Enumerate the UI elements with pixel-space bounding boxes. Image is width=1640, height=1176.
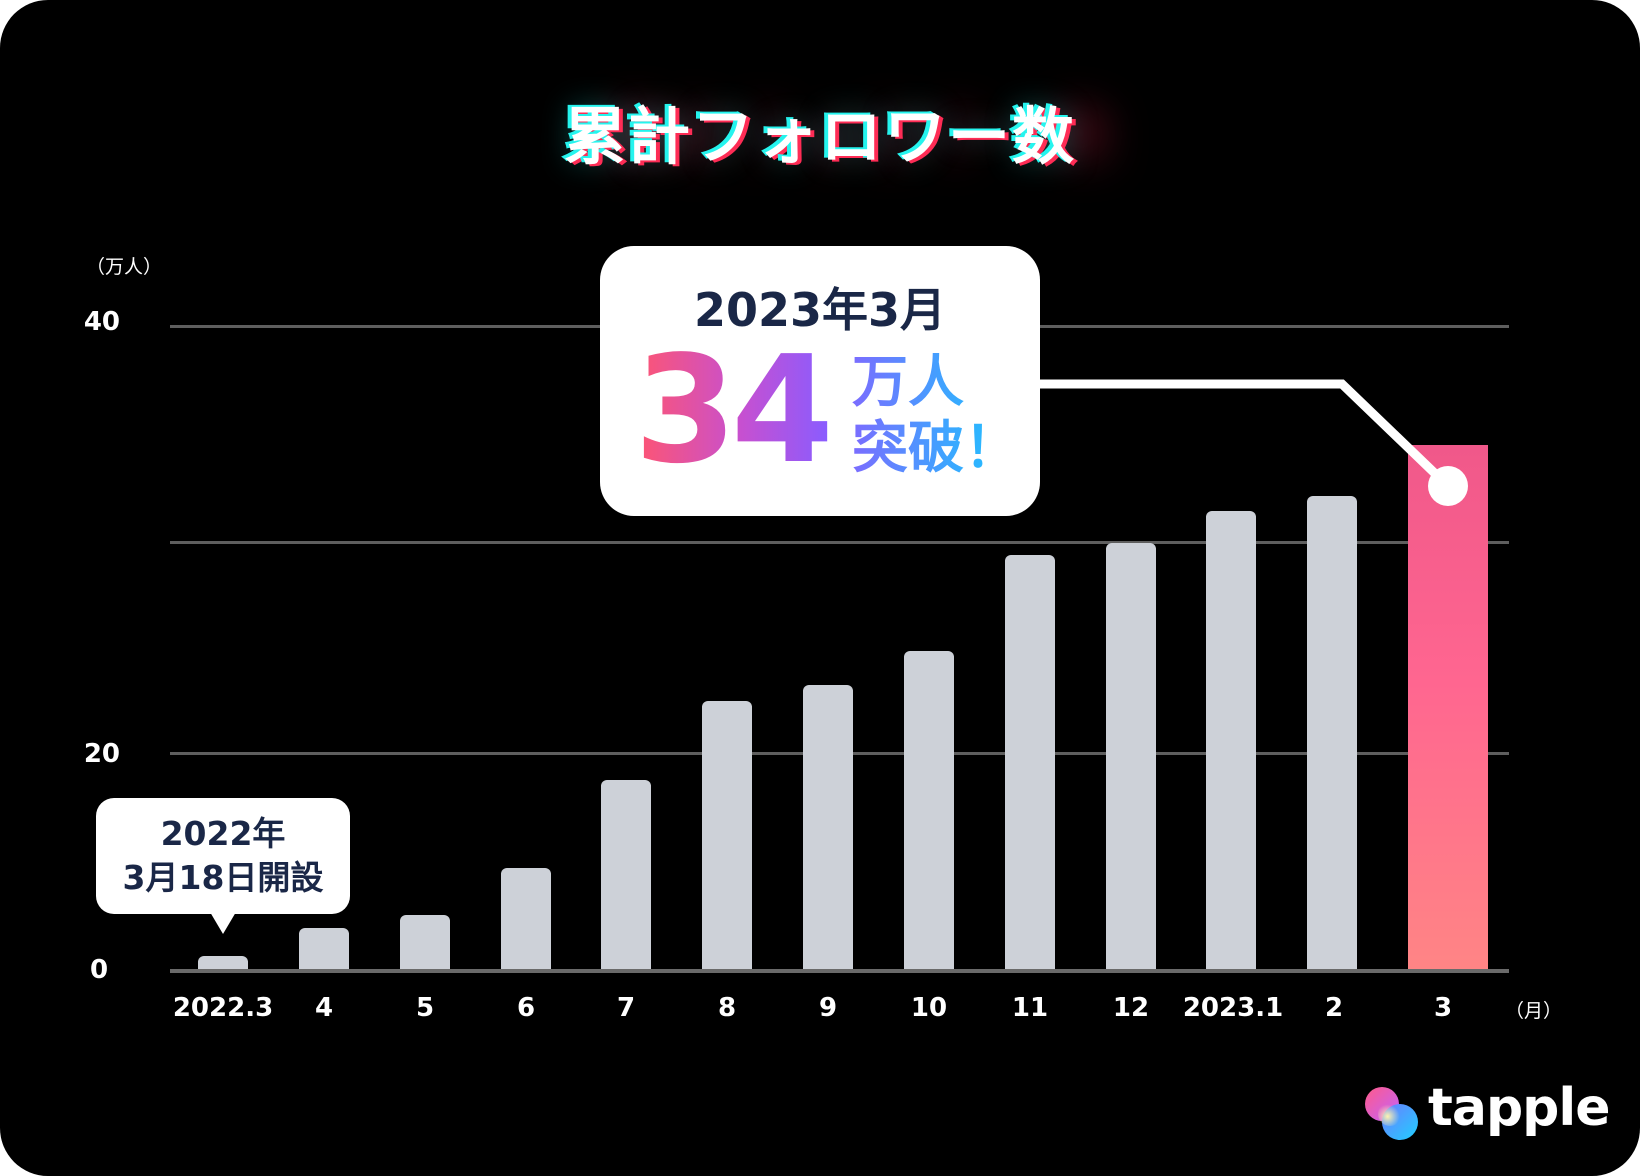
bar-2022-8 [702, 701, 752, 971]
callout-unit-line2: 突破！ [852, 416, 1020, 481]
bar-2022-10 [904, 651, 954, 971]
x-label-5: 5 [415, 993, 435, 1023]
y-tick-0: 0 [90, 955, 109, 985]
x-label-2: 2 [1324, 993, 1344, 1023]
bubble-line1: 2022年 [160, 814, 286, 853]
bar-2022-11 [1005, 555, 1055, 971]
bar-2023-3-highlight [1408, 445, 1488, 971]
callout-date: 2023年3月 [693, 283, 947, 337]
callout-number: 34 [634, 324, 834, 496]
x-label-6: 6 [516, 993, 536, 1023]
bar-2023-2 [1307, 496, 1357, 971]
bar-2022-7 [601, 780, 651, 971]
x-label-4: 4 [314, 993, 334, 1023]
x-label-7: 7 [616, 993, 636, 1023]
tapple-logo-icon [1365, 1087, 1418, 1140]
x-axis-baseline [170, 969, 1509, 973]
launch-date-bubble: 2022年 3月18日開設 [96, 798, 350, 934]
milestone-callout: 2023年3月 34 万人 突破！ [600, 246, 1040, 516]
x-label-10: 10 [910, 993, 948, 1023]
y-tick-20: 20 [83, 739, 120, 769]
gridline-30 [170, 541, 1509, 544]
bar-2022-9 [803, 685, 853, 971]
bubble-line2: 3月18日開設 [122, 858, 324, 897]
x-label-11: 11 [1011, 993, 1049, 1023]
y-tick-40: 40 [83, 307, 120, 337]
bubble-text: 2022年 3月18日開設 [96, 812, 350, 900]
bar-2022-3 [198, 956, 248, 971]
bar-2022-4 [299, 928, 349, 971]
callout-unit: 万人 突破！ [852, 350, 1020, 482]
x-label-12: 12 [1112, 993, 1150, 1023]
bar-2022-12 [1106, 543, 1156, 971]
bar-2023-1 [1206, 511, 1256, 971]
y-axis-unit-label: （万人） [86, 256, 163, 278]
bar-2022-6 [501, 868, 551, 971]
x-label-2022-3: 2022.3 [172, 993, 274, 1023]
bar-2022-5 [400, 915, 450, 971]
x-label-9: 9 [818, 993, 838, 1023]
x-label-8: 8 [717, 993, 737, 1023]
logo-text: tapple [1428, 1078, 1610, 1138]
x-label-2023-1: 2023.1 [1182, 993, 1284, 1023]
chart-title: 累計フォロワー数 [563, 100, 1076, 173]
callout-unit-line1: 万人 [852, 350, 964, 415]
x-axis-unit-label: （月） [1505, 1000, 1563, 1022]
x-label-3: 3 [1433, 993, 1453, 1023]
